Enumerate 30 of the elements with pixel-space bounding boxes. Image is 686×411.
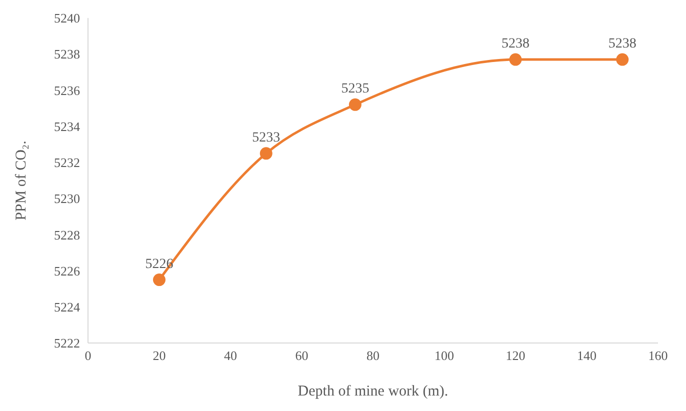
y-tick-label: 5230 xyxy=(54,191,80,206)
x-tick-label: 160 xyxy=(648,348,668,364)
y-tick-label: 5234 xyxy=(54,118,80,134)
x-tick-label: 140 xyxy=(577,348,596,364)
data-label: 5238 xyxy=(608,36,636,52)
y-tick-label: 5226 xyxy=(54,263,80,278)
y-tick-label: 5238 xyxy=(54,46,80,62)
x-tick-label: 40 xyxy=(224,348,237,364)
point xyxy=(260,147,272,160)
y-tick-label: 5232 xyxy=(54,155,80,170)
y-axis-title: PPM of CO₂. xyxy=(13,140,30,220)
x-tick-label: 80 xyxy=(366,348,380,364)
point xyxy=(153,274,166,286)
y-tick-label: 5240 xyxy=(54,10,80,26)
point xyxy=(616,53,629,66)
data-label: 5233 xyxy=(252,130,280,146)
y-tick-label: 5222 xyxy=(54,336,80,351)
x-tick-label: 60 xyxy=(295,348,308,364)
x-tick-label: 100 xyxy=(434,348,454,364)
y-tick-label: 5224 xyxy=(54,300,80,315)
y-tick-label: 5236 xyxy=(54,82,80,98)
point xyxy=(348,98,362,111)
point xyxy=(509,53,522,66)
data-label: 5235 xyxy=(341,82,370,97)
data-label: 5238 xyxy=(502,36,530,52)
x-tick-label: 20 xyxy=(152,348,166,364)
x-axis-title: Depth of mine work (m). xyxy=(298,384,448,400)
y-tick-label: 5228 xyxy=(54,227,80,242)
x-tick-label: 120 xyxy=(506,348,526,364)
x-tick-label: 0 xyxy=(84,348,92,364)
